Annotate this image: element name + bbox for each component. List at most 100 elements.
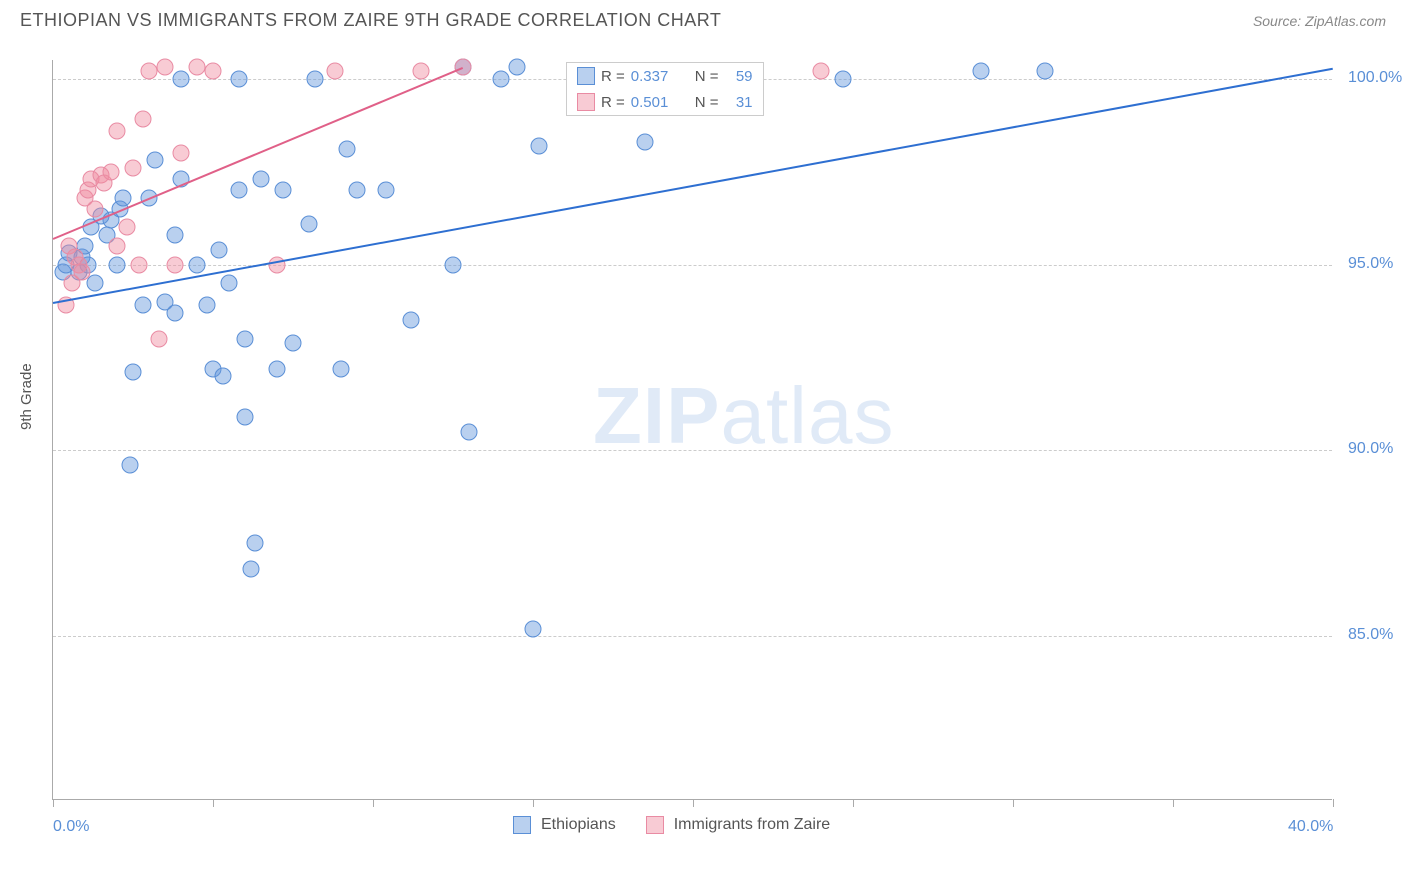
gridline bbox=[53, 265, 1332, 266]
data-point bbox=[285, 334, 302, 351]
legend-label: Ethiopians bbox=[541, 816, 616, 834]
legend-swatch bbox=[513, 816, 531, 834]
y-tick-label: 90.0% bbox=[1348, 440, 1393, 458]
data-point bbox=[109, 122, 126, 139]
data-point bbox=[813, 63, 830, 80]
data-point bbox=[221, 275, 238, 292]
data-point bbox=[269, 256, 286, 273]
x-tick bbox=[1173, 799, 1174, 807]
y-axis-label: 9th Grade bbox=[18, 363, 35, 430]
data-point bbox=[349, 182, 366, 199]
data-point bbox=[275, 182, 292, 199]
r-label: R = bbox=[601, 68, 625, 85]
data-point bbox=[189, 59, 206, 76]
r-value: 0.501 bbox=[631, 94, 681, 111]
data-point bbox=[198, 297, 215, 314]
x-axis-min-label: 0.0% bbox=[53, 818, 89, 836]
legend-swatch bbox=[646, 816, 664, 834]
data-point bbox=[413, 63, 430, 80]
data-point bbox=[403, 312, 420, 329]
data-point bbox=[211, 241, 228, 258]
data-point bbox=[237, 408, 254, 425]
data-point bbox=[377, 182, 394, 199]
n-value: 31 bbox=[725, 94, 753, 111]
data-point bbox=[131, 256, 148, 273]
x-tick bbox=[373, 799, 374, 807]
data-point bbox=[173, 144, 190, 161]
data-point bbox=[243, 561, 260, 578]
source-attribution: Source: ZipAtlas.com bbox=[1253, 13, 1386, 29]
data-point bbox=[125, 159, 142, 176]
data-point bbox=[509, 59, 526, 76]
data-point bbox=[115, 189, 132, 206]
data-point bbox=[493, 70, 510, 87]
data-point bbox=[246, 535, 263, 552]
data-point bbox=[73, 263, 90, 280]
data-point bbox=[86, 200, 103, 217]
data-point bbox=[253, 170, 270, 187]
data-point bbox=[237, 330, 254, 347]
legend-row: R = 0.501 N = 31 bbox=[567, 89, 763, 115]
data-point bbox=[109, 256, 126, 273]
data-point bbox=[531, 137, 548, 154]
series-legend: Ethiopians Immigrants from Zaire bbox=[513, 816, 850, 834]
y-tick-label: 100.0% bbox=[1348, 69, 1402, 87]
data-point bbox=[141, 63, 158, 80]
legend-swatch bbox=[577, 93, 595, 111]
x-tick bbox=[1013, 799, 1014, 807]
data-point bbox=[166, 226, 183, 243]
data-point bbox=[230, 70, 247, 87]
data-point bbox=[525, 620, 542, 637]
data-point bbox=[147, 152, 164, 169]
data-point bbox=[102, 163, 119, 180]
data-point bbox=[134, 111, 151, 128]
data-point bbox=[134, 297, 151, 314]
legend-label: Immigrants from Zaire bbox=[674, 816, 830, 834]
data-point bbox=[118, 219, 135, 236]
gridline bbox=[53, 636, 1332, 637]
data-point bbox=[121, 457, 138, 474]
n-label: N = bbox=[695, 68, 719, 85]
data-point bbox=[461, 423, 478, 440]
correlation-legend: R = 0.337 N = 59 R = 0.501 N = 31 bbox=[566, 62, 764, 116]
data-point bbox=[326, 63, 343, 80]
y-tick-label: 95.0% bbox=[1348, 255, 1393, 273]
chart-title: ETHIOPIAN VS IMMIGRANTS FROM ZAIRE 9TH G… bbox=[20, 10, 721, 31]
data-point bbox=[109, 237, 126, 254]
x-tick bbox=[853, 799, 854, 807]
gridline bbox=[53, 450, 1332, 451]
data-point bbox=[230, 182, 247, 199]
data-point bbox=[150, 330, 167, 347]
data-point bbox=[1037, 63, 1054, 80]
data-point bbox=[86, 275, 103, 292]
data-point bbox=[445, 256, 462, 273]
trend-line bbox=[53, 68, 463, 241]
y-tick-label: 85.0% bbox=[1348, 626, 1393, 644]
n-value: 59 bbox=[725, 68, 753, 85]
data-point bbox=[835, 70, 852, 87]
data-point bbox=[205, 63, 222, 80]
x-tick bbox=[533, 799, 534, 807]
data-point bbox=[301, 215, 318, 232]
data-point bbox=[189, 256, 206, 273]
data-point bbox=[339, 141, 356, 158]
legend-row: R = 0.337 N = 59 bbox=[567, 63, 763, 89]
data-point bbox=[269, 360, 286, 377]
r-value: 0.337 bbox=[631, 68, 681, 85]
data-point bbox=[973, 63, 990, 80]
data-point bbox=[333, 360, 350, 377]
data-point bbox=[166, 256, 183, 273]
watermark: ZIPatlas bbox=[593, 370, 894, 462]
legend-swatch bbox=[577, 67, 595, 85]
data-point bbox=[173, 70, 190, 87]
n-label: N = bbox=[695, 94, 719, 111]
data-point bbox=[157, 59, 174, 76]
data-point bbox=[214, 368, 231, 385]
x-tick bbox=[53, 799, 54, 807]
data-point bbox=[166, 304, 183, 321]
data-point bbox=[125, 364, 142, 381]
data-point bbox=[637, 133, 654, 150]
r-label: R = bbox=[601, 94, 625, 111]
data-point bbox=[307, 70, 324, 87]
x-tick bbox=[1333, 799, 1334, 807]
